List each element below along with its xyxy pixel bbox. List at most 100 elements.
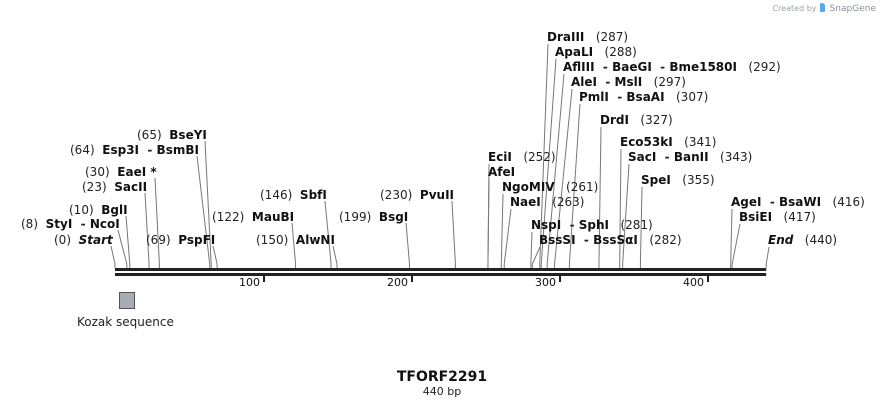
site-label-afliii-baegi-bme1580i[interactable]: AflIII - BaeGI - Bme1580I (292)	[563, 60, 781, 74]
enzyme-name[interactable]: End	[768, 233, 794, 247]
enzyme-name[interactable]: SpeI	[641, 173, 671, 187]
enzyme-name[interactable]: BssSαI	[593, 233, 638, 247]
enzyme-name[interactable]: Esp3I	[102, 143, 140, 157]
site-label-alwni[interactable]: (150) AlwNI	[256, 233, 335, 247]
site-position: (30)	[85, 165, 110, 179]
site-label-maubi[interactable]: (122) MauBI	[212, 210, 294, 224]
site-position: (23)	[82, 180, 107, 194]
site-label-drdi[interactable]: DrdI (327)	[600, 113, 673, 127]
site-label-pvuii[interactable]: (230) PvuII	[380, 188, 454, 202]
enzyme-name[interactable]: ApaLI	[555, 45, 594, 59]
enzyme-name[interactable]: DraIII	[547, 30, 585, 44]
enzyme-name[interactable]: BsaAI	[626, 90, 665, 104]
enzyme-name[interactable]: PmlI	[579, 90, 609, 104]
site-label-bseyi[interactable]: (65) BseYI	[137, 128, 207, 142]
enzyme-name[interactable]: Start	[78, 233, 113, 247]
enzyme-name[interactable]: AlwNI	[295, 233, 335, 247]
site-label-bgli[interactable]: (10) BglI	[69, 203, 128, 217]
site-position: (150)	[256, 233, 289, 247]
enzyme-separator: -	[575, 233, 594, 247]
enzyme-name[interactable]: BssSI	[539, 233, 576, 247]
site-label-eaei[interactable]: (30) EaeI *	[85, 165, 157, 179]
enzyme-name[interactable]: NgoMIV	[502, 180, 555, 194]
site-enzyme-names: NgoMIV	[502, 180, 555, 194]
enzyme-name[interactable]: PvuII	[419, 188, 455, 202]
enzyme-name[interactable]: BglI	[101, 203, 128, 217]
site-label-eco53ki[interactable]: Eco53kI (341)	[620, 135, 716, 149]
site-label-ngomiv[interactable]: NgoMIV (261)	[502, 180, 598, 194]
enzyme-name[interactable]: AfeI	[488, 165, 516, 179]
site-label-ecii[interactable]: EciI (252)	[488, 150, 556, 164]
enzyme-name[interactable]: SacI	[628, 150, 657, 164]
leader-line	[598, 126, 602, 268]
site-position: (0)	[54, 233, 71, 247]
enzyme-name[interactable]: BsaWI	[779, 195, 822, 209]
site-enzyme-names: BseYI	[169, 128, 207, 142]
enzyme-name[interactable]: BaeGI	[612, 60, 652, 74]
enzyme-name[interactable]: AleI	[571, 75, 598, 89]
site-label-bsiei[interactable]: BsiEI (417)	[739, 210, 816, 224]
site-label-alei-msli[interactable]: AleI - MslI (297)	[571, 75, 686, 89]
enzyme-name[interactable]: BanII	[673, 150, 709, 164]
site-position: (8)	[21, 217, 38, 231]
enzyme-name[interactable]: MauBI	[251, 210, 295, 224]
site-label-end[interactable]: End (440)	[768, 233, 837, 247]
site-label-saci-banii[interactable]: SacI - BanII (343)	[628, 150, 752, 164]
site-label-spei[interactable]: SpeI (355)	[641, 173, 715, 187]
site-enzyme-names: BsiEI	[739, 210, 772, 224]
enzyme-name[interactable]: DrdI	[600, 113, 629, 127]
enzyme-name[interactable]: EaeI *	[117, 165, 157, 179]
enzyme-name[interactable]: BsgI	[378, 210, 409, 224]
site-label-start[interactable]: (0) Start	[54, 233, 113, 247]
kozak-sequence-feature[interactable]	[119, 292, 135, 309]
site-position: (199)	[339, 210, 372, 224]
enzyme-name[interactable]: BseYI	[169, 128, 207, 142]
site-label-apali[interactable]: ApaLI (288)	[555, 45, 637, 59]
site-position: (341)	[684, 135, 717, 149]
enzyme-name[interactable]: Bme1580I	[669, 60, 737, 74]
site-label-sacii[interactable]: (23) SacII	[82, 180, 147, 194]
site-enzyme-names: BssSI - BssSαI	[539, 233, 638, 247]
site-label-agei-bsawi[interactable]: AgeI - BsaWI (416)	[731, 195, 865, 209]
enzyme-name[interactable]: PspFI	[178, 233, 216, 247]
enzyme-name[interactable]: NcoI	[89, 217, 120, 231]
site-label-pspfi[interactable]: (69) PspFI	[146, 233, 215, 247]
site-position: (307)	[676, 90, 709, 104]
enzyme-name[interactable]: Eco53kI	[620, 135, 673, 149]
site-label-nspi-sphi[interactable]: NspI - SphI (281)	[531, 218, 653, 232]
site-label-naei[interactable]: NaeI (263)	[510, 195, 584, 209]
enzyme-name[interactable]: StyI	[45, 217, 73, 231]
enzyme-name[interactable]: EciI	[488, 150, 512, 164]
enzyme-name[interactable]: NspI	[531, 218, 562, 232]
site-label-styi-ncoi[interactable]: (8) StyI - NcoI	[21, 217, 120, 231]
leader-line	[500, 193, 504, 268]
enzyme-name[interactable]: SacII	[114, 180, 148, 194]
site-enzyme-names: NaeI	[510, 195, 541, 209]
site-enzyme-names: EciI	[488, 150, 512, 164]
enzyme-name[interactable]: NaeI	[510, 195, 541, 209]
site-label-pmli-bsaai[interactable]: PmlI - BsaAI (307)	[579, 90, 708, 104]
leader-line	[531, 246, 541, 268]
site-enzyme-names: End	[768, 233, 793, 247]
enzyme-name[interactable]: BsiEI	[739, 210, 773, 224]
enzyme-name[interactable]: SphI	[578, 218, 610, 232]
site-label-esp3i-bsmbi[interactable]: (64) Esp3I - BsmBI	[70, 143, 199, 157]
site-position: (69)	[146, 233, 171, 247]
site-label-draiii[interactable]: DraIII (287)	[547, 30, 628, 44]
enzyme-name[interactable]: BsmBI	[156, 143, 199, 157]
ruler-tick	[411, 276, 413, 282]
leader-line	[154, 177, 160, 268]
site-label-bsgi[interactable]: (199) BsgI	[339, 210, 408, 224]
site-label-bsssi-bsssai[interactable]: BssSI - BssSαI (282)	[539, 233, 682, 247]
enzyme-name[interactable]: MslI	[614, 75, 643, 89]
enzyme-separator: -	[561, 218, 579, 232]
leader-line	[530, 231, 533, 268]
enzyme-name[interactable]: AgeI	[731, 195, 762, 209]
credit-prefix: Created by	[772, 4, 817, 13]
site-label-sbfi[interactable]: (146) SbfI	[260, 188, 327, 202]
enzyme-name[interactable]: SbfI	[299, 188, 327, 202]
site-label-afei[interactable]: AfeI	[488, 165, 515, 179]
map-title: TFORF2291	[396, 369, 488, 385]
enzyme-name[interactable]: AflIII	[563, 60, 595, 74]
